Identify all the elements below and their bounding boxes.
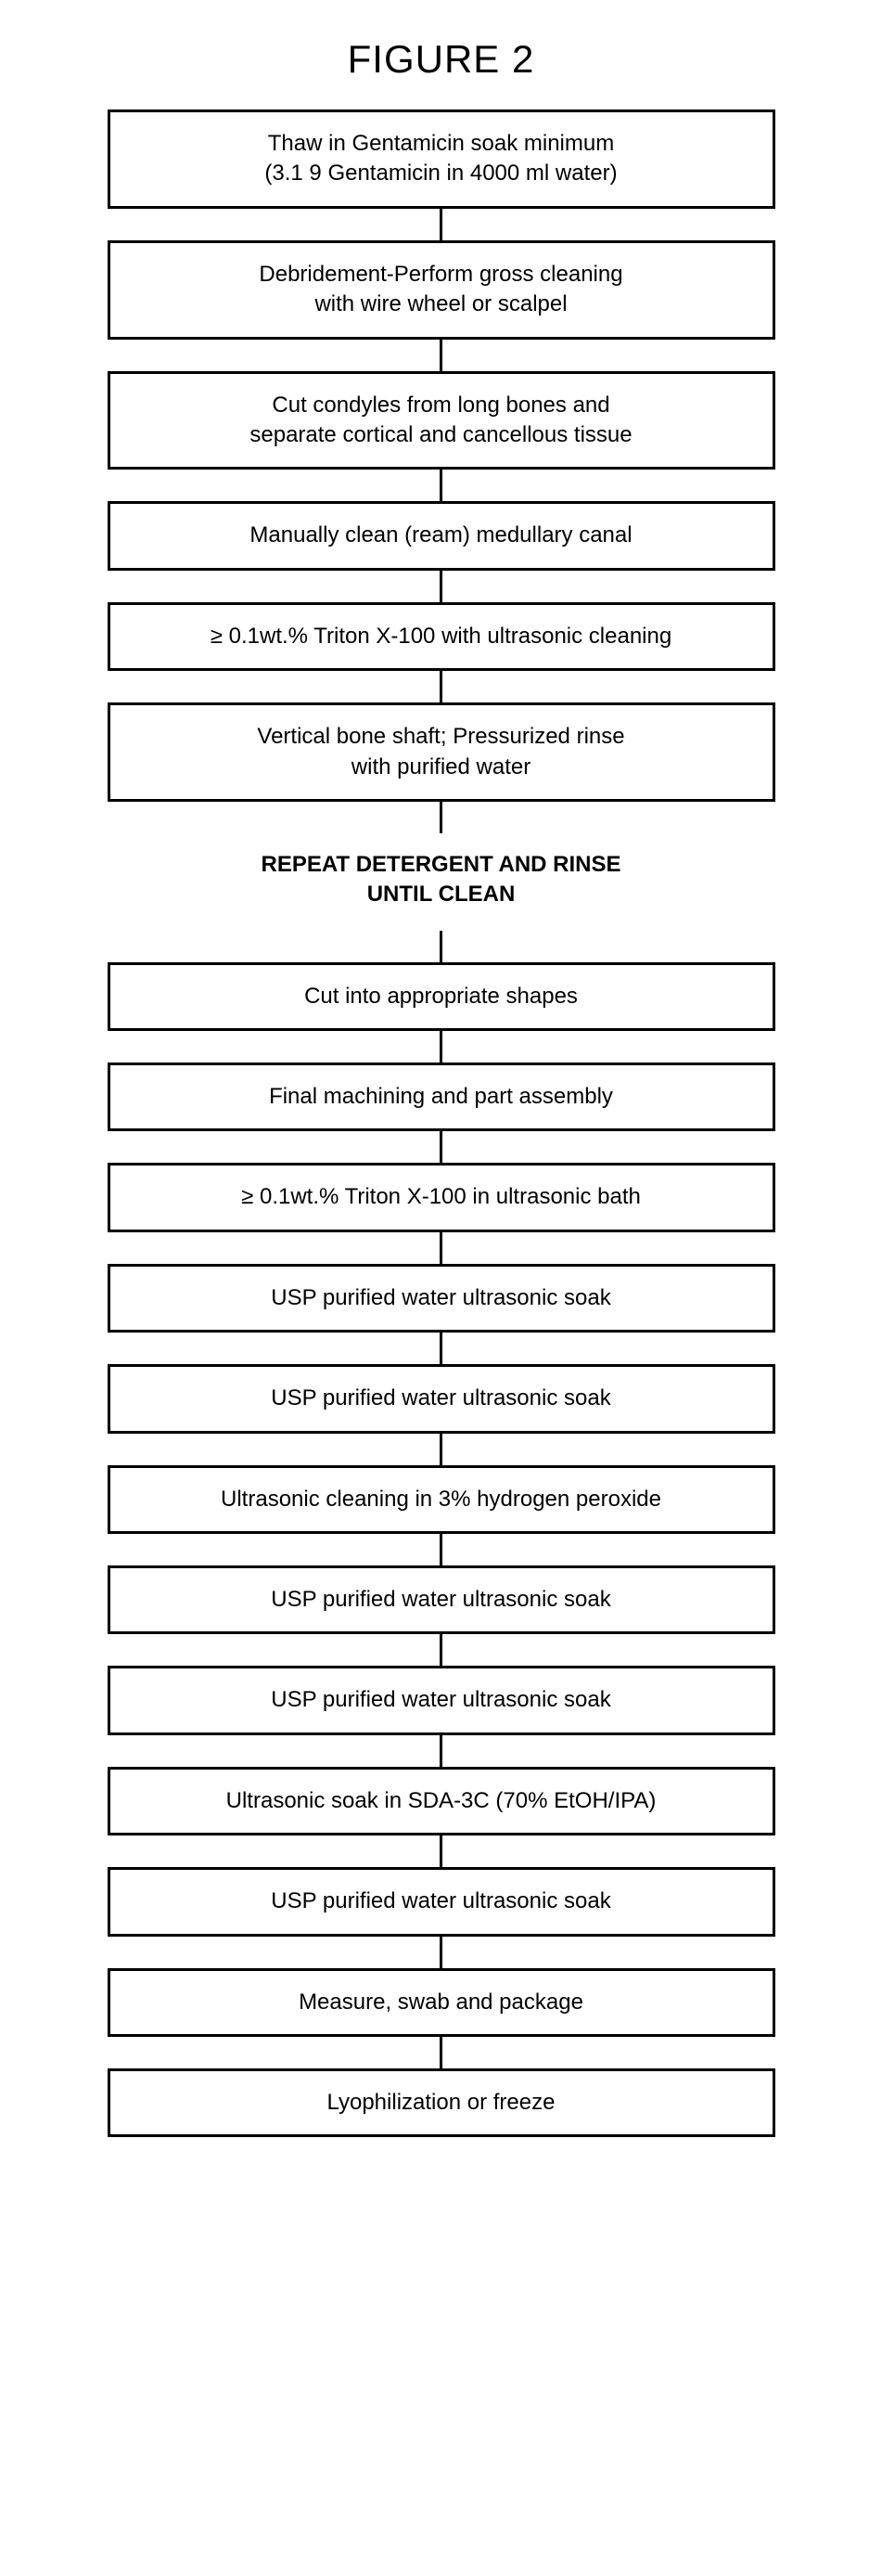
flow-step-text: USP purified water ultrasonic soak <box>271 1385 610 1410</box>
flow-connector <box>440 1735 442 1767</box>
flow-step: Lyophilization or freeze <box>108 2068 775 2137</box>
flow-step-text: Cut condyles from long bones and separat… <box>249 393 632 447</box>
flow-connector <box>440 470 442 501</box>
flow-connector <box>440 2037 442 2068</box>
flow-connector <box>440 802 442 833</box>
flow-step-text: Measure, swab and package <box>299 1990 583 2015</box>
flow-step: ≥ 0.1wt.% Triton X-100 in ultrasonic bat… <box>108 1163 775 1231</box>
flow-step-text: USP purified water ultrasonic soak <box>271 1587 610 1612</box>
figure-title: FIGURE 2 <box>348 37 535 82</box>
flow-step-text: ≥ 0.1wt.% Triton X-100 with ultrasonic c… <box>211 624 671 649</box>
flow-step-text: Manually clean (ream) medullary canal <box>249 522 632 547</box>
flow-step: USP purified water ultrasonic soak <box>108 1666 775 1734</box>
flow-step-text: Ultrasonic cleaning in 3% hydrogen perox… <box>221 1487 661 1512</box>
flow-step: Cut condyles from long bones and separat… <box>108 371 775 470</box>
flow-connector <box>440 1031 442 1063</box>
flow-step-text: REPEAT DETERGENT AND RINSE UNTIL CLEAN <box>261 852 620 907</box>
flow-step-text: USP purified water ultrasonic soak <box>271 1285 610 1310</box>
flow-step: Ultrasonic soak in SDA-3C (70% EtOH/IPA) <box>108 1767 775 1835</box>
flow-step: Manually clean (ream) medullary canal <box>108 501 775 570</box>
flow-step: Debridement-Perform gross cleaning with … <box>108 240 775 340</box>
flow-connector <box>440 209 442 240</box>
flow-step-text: Debridement-Perform gross cleaning with … <box>259 262 622 316</box>
flow-connector <box>440 1333 442 1364</box>
flow-step: Ultrasonic cleaning in 3% hydrogen perox… <box>108 1465 775 1534</box>
flow-connector <box>440 1534 442 1565</box>
flow-step-text: Lyophilization or freeze <box>327 2090 556 2115</box>
flow-connector <box>440 1937 442 1968</box>
flow-step: Vertical bone shaft; Pressurized rinse w… <box>108 702 775 802</box>
flow-connector <box>440 1835 442 1867</box>
flow-step: REPEAT DETERGENT AND RINSE UNTIL CLEAN <box>108 833 775 931</box>
flow-step: Cut into appropriate shapes <box>108 962 775 1031</box>
flow-step-text: Cut into appropriate shapes <box>304 984 578 1009</box>
flowchart-container: Thaw in Gentamicin soak minimum (3.1 9 G… <box>108 109 775 2137</box>
flow-step-text: Ultrasonic soak in SDA-3C (70% EtOH/IPA) <box>226 1788 657 1813</box>
flow-step-text: Vertical bone shaft; Pressurized rinse w… <box>257 724 624 779</box>
flow-step-text: USP purified water ultrasonic soak <box>271 1687 610 1712</box>
flow-step: USP purified water ultrasonic soak <box>108 1264 775 1333</box>
flow-step-text: Thaw in Gentamicin soak minimum (3.1 9 G… <box>264 131 617 186</box>
flow-step: Measure, swab and package <box>108 1968 775 2037</box>
flow-connector <box>440 1634 442 1666</box>
flow-step: ≥ 0.1wt.% Triton X-100 with ultrasonic c… <box>108 602 775 671</box>
flow-step: USP purified water ultrasonic soak <box>108 1364 775 1433</box>
flow-step-text: ≥ 0.1wt.% Triton X-100 in ultrasonic bat… <box>241 1184 641 1209</box>
flow-step: Thaw in Gentamicin soak minimum (3.1 9 G… <box>108 109 775 209</box>
flow-step: Final machining and part assembly <box>108 1063 775 1131</box>
flow-step-text: Final machining and part assembly <box>269 1084 613 1109</box>
flow-connector <box>440 1131 442 1163</box>
flow-connector <box>440 340 442 371</box>
flow-step: USP purified water ultrasonic soak <box>108 1867 775 1936</box>
flow-connector <box>440 931 442 962</box>
flow-step: USP purified water ultrasonic soak <box>108 1565 775 1634</box>
flow-connector <box>440 571 442 602</box>
flow-connector <box>440 671 442 702</box>
flow-connector <box>440 1434 442 1465</box>
flow-step-text: USP purified water ultrasonic soak <box>271 1888 610 1913</box>
flow-connector <box>440 1232 442 1264</box>
